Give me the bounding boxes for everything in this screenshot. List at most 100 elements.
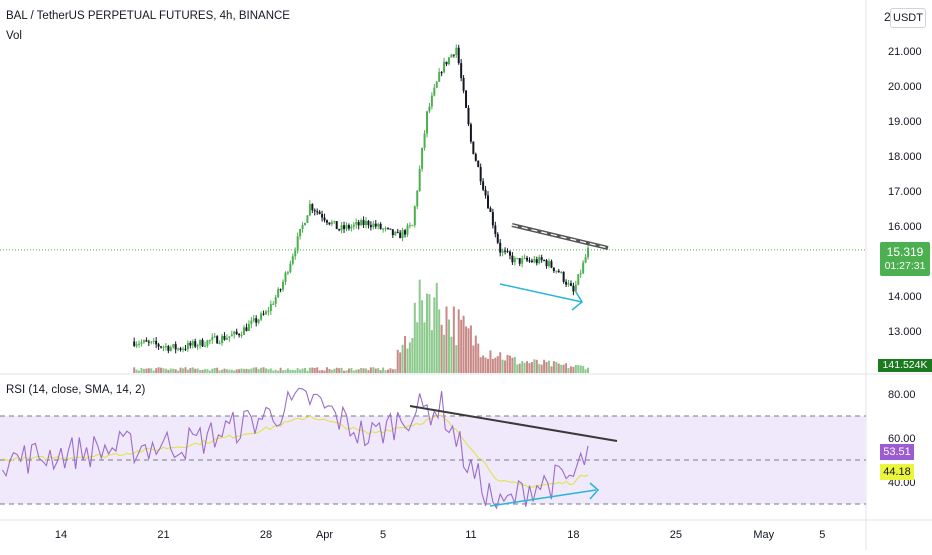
candle-body [572, 285, 575, 292]
candle-body [391, 229, 394, 236]
candle-body [167, 346, 170, 351]
volume-bar [572, 366, 575, 373]
volume-bar [150, 368, 153, 373]
volume-bar [389, 368, 392, 373]
candle-body [562, 272, 565, 282]
candle-body [216, 336, 219, 344]
volume-bar [416, 322, 419, 373]
candle-body [194, 341, 197, 347]
candle-body [443, 61, 446, 73]
candle-body [172, 344, 175, 348]
candle-body [508, 251, 511, 256]
candle-body [499, 242, 502, 253]
volume-bar [260, 367, 263, 373]
candle-body [184, 348, 187, 350]
volume-bar [133, 367, 136, 373]
candle-body [145, 340, 148, 342]
candle-body [521, 258, 524, 264]
volume-bar [565, 363, 568, 373]
volume-bar [311, 367, 314, 373]
volume-bar [240, 368, 243, 373]
candle-body [450, 54, 453, 58]
candle-body [223, 335, 226, 340]
volume-bar [435, 282, 438, 373]
candle-body [133, 341, 136, 346]
candle-body [243, 327, 245, 335]
rsi-value-tag: 53.51 [880, 444, 914, 460]
volume-bar [177, 370, 180, 373]
volume-bar [352, 370, 355, 373]
candle-body [472, 141, 475, 155]
volume-bar [513, 356, 516, 373]
candle-body [252, 318, 255, 321]
volume-bar [189, 368, 192, 373]
volume-bar [445, 306, 448, 373]
volume-bar [147, 368, 150, 373]
volume-bar [548, 360, 550, 373]
candle-body [535, 259, 538, 264]
candle-body [513, 258, 516, 263]
volume-bar [501, 359, 504, 373]
candle-body [206, 340, 209, 346]
volume-bar [374, 368, 377, 373]
volume-bar [386, 369, 389, 373]
candle-body [355, 222, 358, 225]
volume-bar [355, 369, 358, 373]
volume-bar [338, 368, 341, 373]
symbol-title[interactable]: BAL / TetherUS PERPETUAL FUTURES, 4h, BI… [6, 10, 290, 22]
rsi-ma-value-tag: 44.18 [880, 464, 914, 480]
candle-body [160, 346, 163, 348]
volume-bar [474, 335, 477, 373]
volume-bar [423, 322, 426, 373]
volume-bar [230, 369, 233, 373]
candle-body [404, 230, 407, 235]
candle-body [286, 272, 289, 274]
candle-body [484, 189, 487, 196]
volume-bar [211, 368, 214, 373]
volume-bar [208, 370, 211, 373]
volume-bar [252, 367, 255, 373]
candle-body [199, 339, 202, 346]
volume-bar [584, 369, 587, 373]
volume-bar [203, 369, 206, 373]
rsi-tick-label: 80.00 [888, 389, 916, 401]
volume-bar [286, 368, 289, 373]
candle-body [304, 223, 306, 226]
volume-bar [550, 366, 553, 373]
volume-bar [264, 368, 267, 373]
volume-bar [191, 367, 194, 373]
candle-body [362, 220, 365, 226]
candle-body [504, 250, 507, 252]
volume-bar [304, 368, 306, 373]
candle-body [482, 181, 485, 190]
volume-bar [582, 365, 585, 373]
volume-label[interactable]: Vol [6, 30, 22, 42]
rsi-label[interactable]: RSI (14, close, SMA, 14, 2) [6, 384, 146, 396]
price-tick-label: 14.000 [888, 291, 922, 303]
candle-body [526, 257, 529, 261]
candle-body [343, 225, 346, 229]
volume-bar [372, 367, 375, 373]
candle-body [152, 340, 155, 342]
volume-bar [440, 324, 443, 373]
candle-body [277, 289, 280, 298]
volume-bar [491, 358, 494, 373]
volume-bar [560, 364, 563, 373]
volume-bar [465, 326, 468, 373]
candle-body [399, 232, 402, 239]
candle-body [552, 267, 555, 272]
currency-button[interactable]: USDT [890, 8, 926, 28]
volume-bar [511, 357, 514, 373]
candle-body [208, 340, 211, 342]
candle-body [465, 90, 468, 108]
candle-body [421, 147, 424, 169]
candle-body [579, 273, 582, 275]
candle-body [401, 230, 404, 239]
candle-body [489, 208, 492, 212]
volume-bar [530, 362, 533, 373]
candle-body [469, 124, 472, 142]
candle-body [157, 344, 160, 347]
volume-bar [340, 367, 343, 373]
